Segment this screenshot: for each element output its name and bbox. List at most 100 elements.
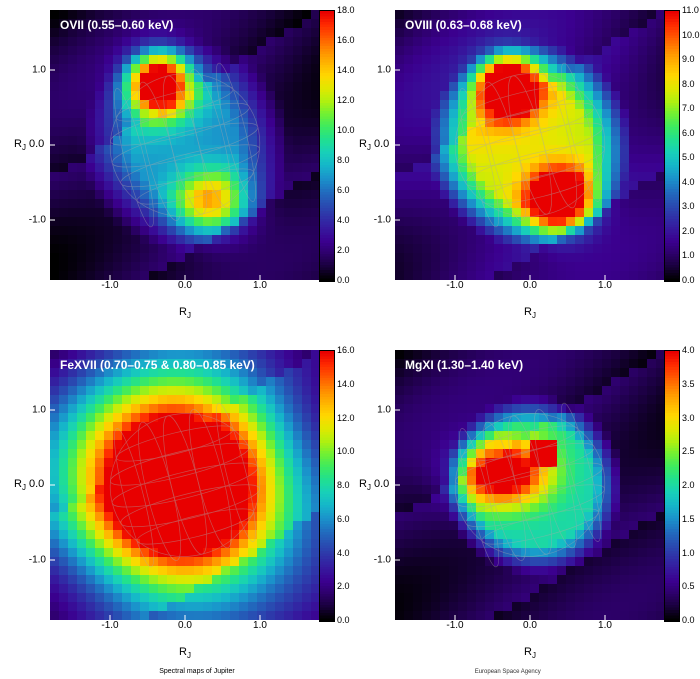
- panel-title: FeXVII (0.70–0.75 & 0.80–0.85 keV): [60, 358, 255, 372]
- colorbar-tick: 7.0: [682, 103, 695, 113]
- y-tick: 1.0: [377, 405, 391, 416]
- figure: -1.0 1.0 RJ 0.0 OVII (0.55–0.60 keV) -1.0 0.0…: [0, 0, 700, 679]
- colorbar-gradient: [319, 10, 335, 282]
- colorbar-tick: 0.0: [337, 275, 350, 285]
- colorbar-tick: 4.0: [337, 548, 350, 558]
- panel-mgxi: -1.0 1.0 RJ 0.0 MgXI (1.30–1.40 keV) -1.0 0.0…: [355, 350, 690, 660]
- x-ticks: -1.0 0.0 1.0: [50, 620, 320, 632]
- x-tick: 1.0: [598, 620, 612, 631]
- colorbar-tick: 11.0: [682, 5, 699, 15]
- heatmap: [50, 10, 320, 280]
- colorbar-tick: 1.0: [682, 548, 695, 558]
- colorbar-tick: 4.0: [682, 177, 695, 187]
- y-tick: -1.0: [374, 555, 391, 566]
- colorbar: 0.02.04.06.08.010.012.014.016.018.0: [319, 10, 345, 280]
- y-tick: 1.0: [32, 65, 46, 76]
- plot-area: MgXI (1.30–1.40 keV): [395, 350, 665, 620]
- colorbar-tick: 6.0: [337, 514, 350, 524]
- x-tick: -1.0: [446, 280, 463, 291]
- x-tick: 1.0: [253, 620, 267, 631]
- colorbar-tick: 3.0: [682, 201, 695, 211]
- colorbar-tick: 18.0: [337, 5, 355, 15]
- colorbar-tick: 2.0: [682, 226, 695, 236]
- x-ticks: -1.0 0.0 1.0: [395, 280, 665, 292]
- x-axis-label: RJ: [50, 306, 320, 320]
- y-axis-label: RJ 0.0: [14, 138, 44, 152]
- colorbar-gradient: [319, 350, 335, 622]
- colorbar-tick: 0.0: [682, 615, 695, 625]
- colorbar-tick: 2.0: [682, 480, 695, 490]
- heatmap: [395, 10, 665, 280]
- x-ticks: -1.0 0.0 1.0: [50, 280, 320, 292]
- x-tick: -1.0: [101, 620, 118, 631]
- plot-area: FeXVII (0.70–0.75 & 0.80–0.85 keV): [50, 350, 320, 620]
- colorbar-ticks: 0.01.02.03.04.05.06.07.08.09.010.011.0: [680, 10, 700, 280]
- panel-title: OVIII (0.63–0.68 keV): [405, 18, 522, 32]
- y-axis-label: RJ 0.0: [359, 138, 389, 152]
- colorbar-tick: 1.0: [682, 250, 695, 260]
- colorbar-tick: 10.0: [337, 446, 355, 456]
- caption: Spectral maps of Jupiter: [159, 668, 234, 675]
- x-ticks: -1.0 0.0 1.0: [395, 620, 665, 632]
- caption-row: Spectral maps of Jupiter European Space …: [0, 666, 700, 679]
- colorbar-gradient: [664, 10, 680, 282]
- y-tick: -1.0: [29, 555, 46, 566]
- x-tick: 0.0: [523, 620, 537, 631]
- panel-title: OVII (0.55–0.60 keV): [60, 18, 173, 32]
- colorbar-tick: 0.5: [682, 581, 695, 591]
- colorbar-tick: 16.0: [337, 345, 355, 355]
- panel-grid: -1.0 1.0 RJ 0.0 OVII (0.55–0.60 keV) -1.0 0.0…: [0, 0, 700, 666]
- x-axis-label: RJ: [395, 646, 665, 660]
- colorbar-tick: 4.0: [682, 345, 695, 355]
- colorbar-tick: 5.0: [682, 152, 695, 162]
- colorbar-tick: 10.0: [337, 125, 355, 135]
- colorbar-tick: 1.5: [682, 514, 695, 524]
- colorbar: 0.01.02.03.04.05.06.07.08.09.010.011.0: [664, 10, 690, 280]
- colorbar-tick: 16.0: [337, 35, 355, 45]
- colorbar-tick: 2.0: [337, 581, 350, 591]
- x-tick: 1.0: [598, 280, 612, 291]
- x-tick: -1.0: [446, 620, 463, 631]
- colorbar-tick: 12.0: [337, 95, 355, 105]
- heatmap: [395, 350, 665, 620]
- colorbar-tick: 9.0: [682, 54, 695, 64]
- colorbar-tick: 14.0: [337, 379, 355, 389]
- x-tick: 0.0: [178, 280, 192, 291]
- colorbar-tick: 8.0: [337, 480, 350, 490]
- colorbar-tick: 6.0: [682, 128, 695, 138]
- colorbar-tick: 12.0: [337, 413, 355, 423]
- x-tick: 0.0: [178, 620, 192, 631]
- plot-area: OVIII (0.63–0.68 keV): [395, 10, 665, 280]
- colorbar-tick: 2.5: [682, 446, 695, 456]
- x-tick: 0.0: [523, 280, 537, 291]
- colorbar-ticks: 0.00.51.01.52.02.53.03.54.0: [680, 350, 700, 620]
- credit: European Space Agency: [475, 669, 541, 675]
- plot-area: OVII (0.55–0.60 keV): [50, 10, 320, 280]
- x-axis-label: RJ: [395, 306, 665, 320]
- y-axis-label: RJ 0.0: [359, 478, 389, 492]
- heatmap: [50, 350, 320, 620]
- colorbar-tick: 8.0: [682, 79, 695, 89]
- colorbar: 0.00.51.01.52.02.53.03.54.0: [664, 350, 690, 620]
- x-tick: -1.0: [101, 280, 118, 291]
- colorbar-tick: 3.0: [682, 413, 695, 423]
- colorbar-tick: 0.0: [682, 275, 695, 285]
- x-tick: 1.0: [253, 280, 267, 291]
- colorbar-tick: 4.0: [337, 215, 350, 225]
- panel-fexvii: -1.0 1.0 RJ 0.0 FeXVII (0.70–0.75 & 0.80–0.…: [10, 350, 345, 660]
- y-tick: -1.0: [374, 215, 391, 226]
- colorbar-tick: 10.0: [682, 30, 700, 40]
- colorbar-tick: 8.0: [337, 155, 350, 165]
- y-tick: 1.0: [32, 405, 46, 416]
- colorbar-tick: 3.5: [682, 379, 695, 389]
- colorbar-gradient: [664, 350, 680, 622]
- colorbar-tick: 2.0: [337, 245, 350, 255]
- panel-ovii: -1.0 1.0 RJ 0.0 OVII (0.55–0.60 keV) -1.0 0.0…: [10, 10, 345, 320]
- y-axis-label: RJ 0.0: [14, 478, 44, 492]
- colorbar-tick: 6.0: [337, 185, 350, 195]
- x-axis-label: RJ: [50, 646, 320, 660]
- colorbar-tick: 0.0: [337, 615, 350, 625]
- panel-oviii: -1.0 1.0 RJ 0.0 OVIII (0.63–0.68 keV) -1.0 0.…: [355, 10, 690, 320]
- panel-title: MgXI (1.30–1.40 keV): [405, 358, 523, 372]
- colorbar: 0.02.04.06.08.010.012.014.016.0: [319, 350, 345, 620]
